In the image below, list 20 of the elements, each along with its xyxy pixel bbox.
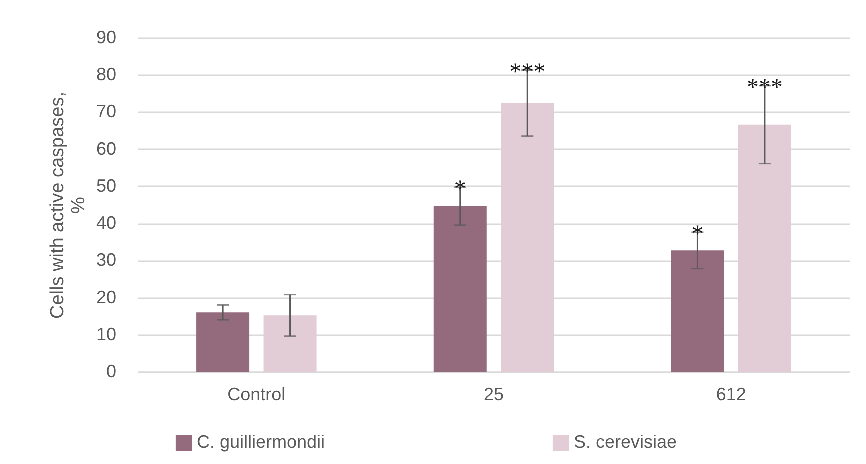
data-label: ***	[510, 59, 546, 86]
y-tick-label: 0	[106, 362, 116, 382]
y-tick-label: 20	[96, 287, 116, 308]
legend-label: C. guilliermondii	[197, 432, 326, 452]
x-tick-label: Control	[228, 384, 286, 404]
data-label: *	[692, 221, 704, 248]
y-tick-label: 30	[96, 250, 116, 270]
y-tick-label: 40	[96, 213, 116, 234]
y-tick-label: 50	[96, 176, 116, 196]
data-label: ***	[746, 74, 783, 101]
y-tick-label: 10	[96, 324, 116, 344]
y-tick-label: 60	[96, 138, 116, 159]
y-tick-label: 70	[96, 102, 116, 122]
y-tick-label: 90	[96, 28, 116, 48]
y-axis-title: Cells with active caspases, %	[47, 92, 90, 320]
legend-label: S. cerevisiae	[574, 432, 678, 452]
y-tick-label: 80	[96, 64, 116, 85]
x-tick-label: 612	[716, 384, 746, 404]
data-label: *	[454, 176, 466, 203]
x-tick-label: 25	[484, 384, 504, 404]
